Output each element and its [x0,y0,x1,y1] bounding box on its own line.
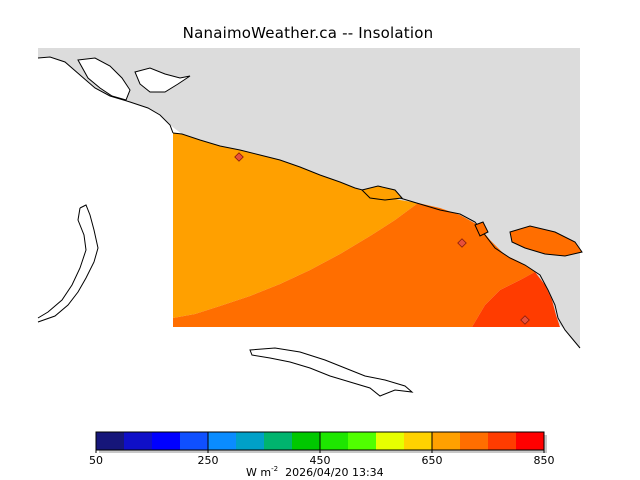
mainland-landmass [38,48,580,348]
colorbar-swatch-4 [208,432,236,450]
colorbar-swatch-11 [404,432,432,450]
insolation-zone-700-750 [472,272,560,327]
colorbar-swatch-8 [320,432,348,450]
colorbar [95,431,547,453]
map-title: NanaimoWeather.ca -- Insolation [182,24,434,42]
insolation-zone-600-650 [173,133,418,318]
island-east-1 [361,185,404,201]
colorbar-tick-850: 850 [533,454,555,467]
colorbar-swatch-10 [376,432,404,450]
colorbar-swatch-7 [292,432,320,450]
colorbar-caption: W m-2 2026/04/20 13:34 [246,465,384,479]
station-marker-mid [457,238,467,248]
unit-exponent: -2 [271,465,279,473]
station-marker-south [520,315,530,325]
colorbar-tick-250: 250 [197,454,219,467]
unit-label: W m [246,466,272,479]
colorbar-swatch-12 [432,432,460,450]
timestamp: 2026/04/20 13:34 [285,466,384,479]
station-marker-north [234,152,244,162]
mainland-coastline [172,132,581,349]
colorbar-swatch-9 [348,432,376,450]
island-north-1 [77,57,131,101]
upper-coastline [37,56,174,134]
colorbar-swatch-13 [460,432,488,450]
island-north-2 [134,67,191,93]
colorbar-swatch-5 [236,432,264,450]
island-east-3 [474,221,489,237]
insolation-zone-650-700 [173,203,535,327]
colorbar-tick-650: 650 [421,454,443,467]
colorbar-swatch-1 [124,432,152,450]
colorbar-tick-50: 50 [89,454,103,467]
colorbar-swatch-0 [96,432,124,450]
colorbar-swatch-2 [152,432,180,450]
island-east-2 [509,225,583,257]
colorbar-swatch-15 [516,432,544,450]
colorbar-swatch-6 [264,432,292,450]
south-island-outline [249,347,414,397]
colorbar-swatch-14 [488,432,516,450]
colorbar-tick-450: 450 [309,454,331,467]
west-island-outline [37,204,99,323]
colorbar-swatch-3 [180,432,208,450]
